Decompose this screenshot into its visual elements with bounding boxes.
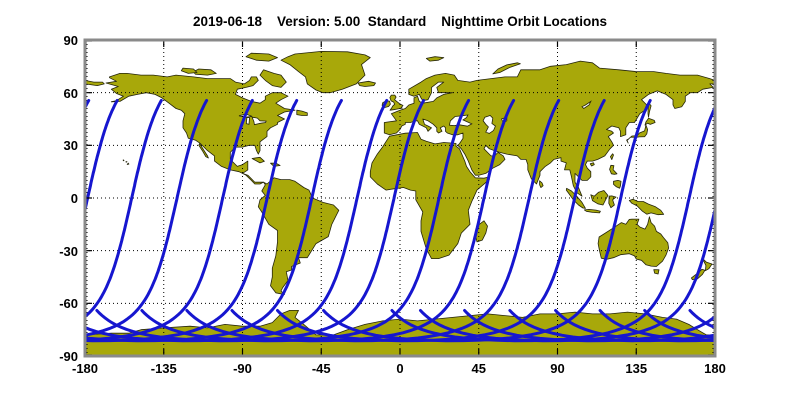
lake: [581, 100, 592, 110]
orbit-track: [85, 99, 209, 337]
landmass: [583, 209, 601, 214]
landmass: [628, 198, 665, 216]
y-tick-label: 60: [63, 85, 78, 101]
landmass: [539, 180, 544, 188]
landmass: [122, 159, 125, 162]
landmass: [653, 269, 660, 275]
x-tick-label: -90: [233, 361, 252, 376]
landmass: [702, 258, 713, 272]
landmass: [590, 190, 609, 206]
orbit-track: [772, 101, 800, 341]
landmass: [251, 156, 265, 164]
landmass: [85, 80, 105, 86]
x-tick-label: -135: [150, 361, 177, 376]
landmass: [259, 69, 287, 88]
x-tick-label: 45: [471, 361, 486, 376]
landmass: [492, 62, 521, 75]
y-tick-label: 0: [70, 191, 78, 206]
landmass: [383, 60, 715, 197]
lake: [482, 115, 496, 134]
landmass: [126, 162, 130, 165]
plot-title: 2019-06-18 Version: 5.00 Standard Nightt…: [192, 14, 608, 29]
landmass: [357, 80, 376, 87]
orbit-track: [727, 101, 800, 341]
orbit-track: [643, 309, 715, 340]
landmass: [198, 143, 209, 159]
landmass: [597, 216, 669, 267]
y-tick-label: 90: [63, 33, 78, 48]
landmass: [589, 162, 595, 167]
lake: [245, 117, 250, 125]
landmass: [425, 56, 445, 62]
landmass: [608, 195, 617, 209]
x-tick-label: 0: [396, 361, 404, 376]
landmass: [280, 51, 371, 94]
landmass: [389, 94, 404, 111]
orbit-track: [85, 99, 119, 217]
y-tick-label: 30: [63, 138, 78, 154]
y-tick-label: -60: [59, 296, 78, 312]
orbit-track: [85, 99, 163, 319]
x-tick-label: 90: [550, 361, 565, 376]
landmass: [610, 153, 614, 160]
y-tick-label: -90: [59, 349, 78, 364]
landmass: [245, 52, 278, 62]
lake: [251, 116, 267, 126]
x-tick-label: 180: [704, 361, 726, 376]
landmass: [626, 124, 648, 144]
landmass: [257, 177, 340, 295]
x-tick-label: -180: [71, 361, 99, 376]
orbit-track: [390, 104, 715, 343]
x-tick-label: -45: [311, 361, 331, 376]
y-tick-label: -30: [59, 243, 78, 259]
plot-frame: [83, 38, 717, 358]
landmass: [296, 109, 308, 116]
landmass: [105, 73, 296, 185]
orbit-track: [0, 101, 20, 341]
landmass: [613, 180, 622, 189]
x-tick-label: 135: [625, 361, 648, 376]
landmass: [125, 161, 128, 163]
landmass: [644, 117, 656, 126]
landmass: [609, 164, 618, 175]
landmass: [180, 67, 198, 74]
orbit-track: [688, 309, 715, 330]
orbit-tracks: [0, 99, 800, 343]
